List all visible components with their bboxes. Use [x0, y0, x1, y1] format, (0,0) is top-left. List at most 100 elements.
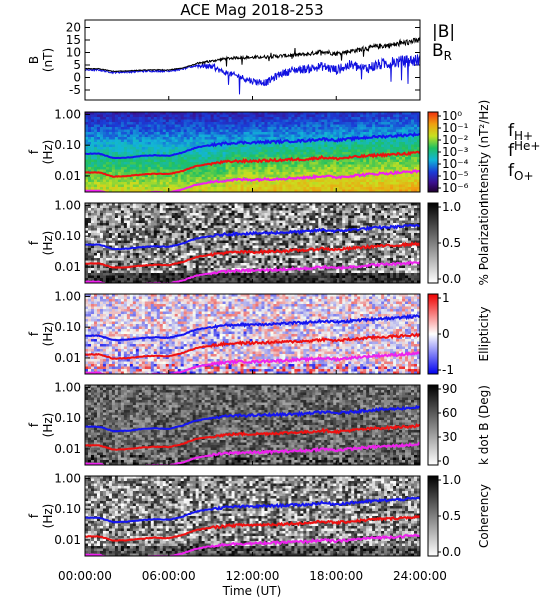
spectrogram-cell [381, 162, 385, 165]
spectrogram-cell [246, 144, 250, 148]
spectrogram-cell [273, 112, 277, 115]
spectrogram-cell [165, 208, 170, 211]
spectrogram-cell [339, 162, 343, 165]
spectrogram-cell [177, 218, 182, 221]
spectrogram-cell [90, 174, 95, 178]
spectrogram-cell [270, 137, 274, 140]
spectrogram-cell [99, 213, 104, 216]
spectrogram-cell [117, 208, 122, 211]
spectrogram-cell [105, 220, 110, 224]
spectrogram-cell [141, 218, 146, 221]
spectrogram-cell [168, 162, 173, 165]
spectrogram-cell [411, 177, 415, 180]
spectrogram-cell [411, 147, 415, 150]
spectrogram-cell [126, 137, 131, 140]
spectrogram-cell [90, 147, 95, 150]
spectrogram-cell [87, 218, 92, 221]
spectrogram-cell [150, 162, 155, 165]
spectrogram-cell [270, 114, 274, 118]
spectrogram-cell [291, 172, 295, 175]
spectrogram-cell [372, 129, 376, 133]
spectrogram-cell [132, 235, 137, 239]
spectrogram-cell [141, 220, 146, 224]
spectrogram-cell [330, 187, 334, 190]
spectrogram-cell [153, 129, 158, 133]
spectrogram-cell [342, 124, 346, 128]
spectrogram-cell [141, 213, 146, 216]
spectrogram-cell [168, 215, 173, 219]
spectrogram-cell [138, 179, 143, 183]
spectrogram-cell [318, 112, 322, 115]
spectrogram-cell [417, 179, 420, 183]
spectrogram-cell [351, 122, 355, 125]
spectrogram-cell [180, 167, 185, 170]
spectrogram-cell [195, 233, 200, 236]
spectrogram-cell [189, 280, 194, 283]
spectrogram-cell [396, 147, 400, 150]
spectrogram-cell [288, 147, 292, 150]
spectrogram-cell [96, 233, 101, 236]
spectrogram-cell [114, 189, 119, 192]
spectrogram-cell [189, 157, 194, 160]
spectrogram-cell [312, 124, 316, 128]
spectrogram-cell [177, 177, 182, 180]
spectrogram-cell [183, 220, 188, 224]
spectrogram-cell [126, 263, 131, 266]
spectrogram-cell [351, 142, 355, 145]
spectrogram-cell [189, 154, 194, 158]
spectrogram-cell [105, 122, 110, 125]
spectrogram-cell [93, 258, 98, 261]
spectrogram-cell [309, 119, 313, 123]
spectrogram-cell [189, 260, 194, 264]
spectrogram-cell [360, 159, 364, 163]
spectrogram-cell [168, 270, 173, 274]
spectrogram-cell [189, 119, 194, 123]
spectrogram-cell [375, 149, 379, 153]
spectrogram-cell [165, 228, 170, 231]
spectrogram-cell [87, 132, 92, 135]
spectrogram-cell [219, 129, 223, 133]
spectrogram-cell [381, 112, 385, 115]
spectrogram-cell [411, 187, 415, 190]
spectrogram-cell [120, 127, 125, 130]
spectrogram-cell [120, 255, 125, 259]
spectrogram-cell [204, 240, 209, 244]
spectrogram-cell [159, 205, 164, 209]
spectrogram-cell [87, 255, 92, 259]
spectrogram-cell [237, 129, 241, 133]
spectrogram-cell [141, 233, 146, 236]
spectrogram-cell [192, 137, 197, 140]
spectrogram-cell [168, 114, 173, 118]
spectrogram-cell [261, 142, 265, 145]
spectrogram-cell [357, 167, 361, 170]
spectrogram-cell [192, 250, 197, 254]
spectrogram-cell [135, 248, 140, 251]
spectrogram-cell [141, 268, 146, 271]
spectrogram-cell [303, 189, 307, 192]
spectrogram-cell [159, 159, 164, 163]
spectrogram-cell [114, 230, 119, 234]
spectrogram-cell [360, 147, 364, 150]
spectrogram-cell [213, 167, 218, 170]
spectrogram-cell [198, 238, 203, 241]
spectrogram-cell [315, 129, 319, 133]
spectrogram-cell [123, 210, 128, 214]
spectrogram-cell [288, 149, 292, 153]
spectrogram-cell [300, 164, 304, 168]
spectrogram-cell [93, 208, 98, 211]
spectrogram-cell [126, 162, 131, 165]
spectrogram-cell [261, 164, 265, 168]
spectrogram-cell [201, 238, 206, 241]
spectrogram-cell [195, 265, 200, 269]
spectrogram-cell [246, 154, 250, 158]
spectrogram-cell [216, 172, 220, 175]
spectrogram-cell [138, 122, 143, 125]
spectrogram-cell [300, 117, 304, 120]
spectrogram-cell [285, 129, 289, 133]
spectrogram-cell [132, 184, 137, 188]
spectrogram-cell [192, 210, 197, 214]
spectrogram-cell [201, 127, 206, 130]
spectrogram-cell [156, 228, 161, 231]
spectrogram-cell [387, 142, 391, 145]
